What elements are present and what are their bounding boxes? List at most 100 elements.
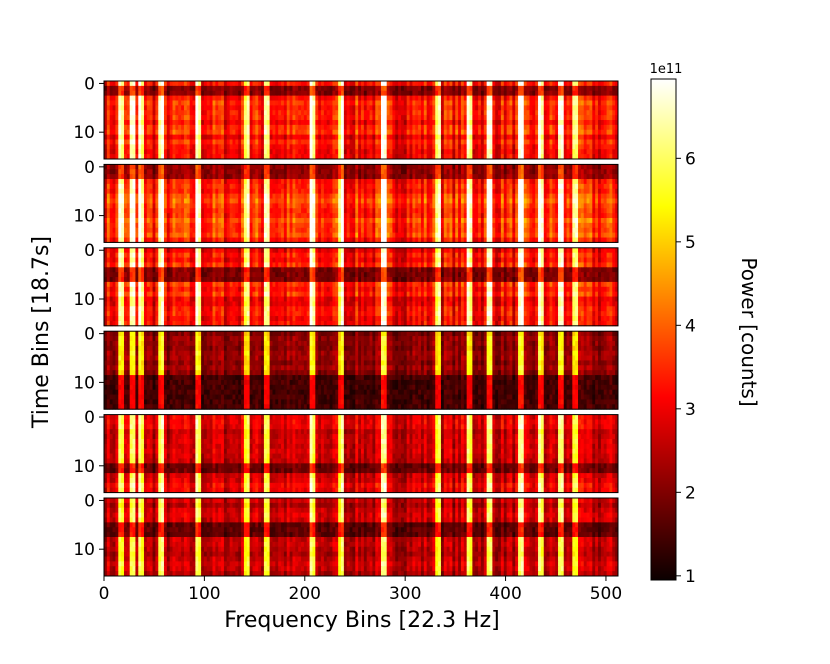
heatmap-cell bbox=[146, 85, 151, 92]
heatmap-cell bbox=[506, 129, 510, 136]
heatmap-cell bbox=[598, 90, 602, 97]
heatmap-cell bbox=[500, 115, 505, 121]
heatmap-cell bbox=[495, 100, 499, 106]
heatmap-cell bbox=[389, 203, 393, 209]
heatmap-cell bbox=[289, 203, 293, 209]
heatmap-cell bbox=[301, 218, 305, 224]
heatmap-cell bbox=[458, 110, 462, 116]
heatmap-cell bbox=[423, 100, 428, 106]
heatmap-cell bbox=[483, 110, 488, 116]
heatmap-cell bbox=[592, 164, 596, 170]
heatmap-cell bbox=[486, 179, 490, 185]
heatmap-cell bbox=[301, 183, 305, 190]
heatmap-cell bbox=[475, 203, 479, 209]
heatmap-cell bbox=[152, 174, 156, 180]
heatmap-cell bbox=[232, 129, 236, 136]
heatmap-cell bbox=[249, 90, 253, 97]
heatmap-cell bbox=[238, 179, 242, 185]
heatmap-cell bbox=[603, 203, 607, 209]
heatmap-cell bbox=[209, 81, 213, 87]
heatmap-cell bbox=[329, 124, 333, 131]
heatmap-cell bbox=[323, 90, 328, 97]
heatmap-cell bbox=[283, 149, 288, 155]
heatmap-cell bbox=[246, 208, 251, 214]
heatmap-cell bbox=[466, 95, 470, 101]
heatmap-cell bbox=[569, 120, 573, 126]
heatmap-cell bbox=[498, 81, 502, 87]
heatmap-cell bbox=[132, 154, 136, 160]
heatmap-cell bbox=[266, 169, 271, 175]
heatmap-cell bbox=[489, 154, 493, 160]
heatmap-cell bbox=[123, 85, 128, 92]
heatmap-cell bbox=[409, 120, 413, 126]
heatmap-cell bbox=[578, 188, 582, 195]
heatmap-cell bbox=[375, 105, 379, 111]
heatmap-cell bbox=[535, 139, 539, 145]
heatmap-cell bbox=[423, 124, 428, 131]
heatmap-cell bbox=[243, 154, 248, 160]
heatmap-cell bbox=[363, 139, 368, 145]
heatmap-cell bbox=[383, 81, 388, 87]
heatmap-cell bbox=[178, 208, 182, 214]
heatmap-cell bbox=[198, 115, 202, 121]
heatmap-cell bbox=[595, 120, 599, 126]
heatmap-cell bbox=[192, 149, 196, 155]
heatmap-cell bbox=[378, 164, 382, 170]
heatmap-cell bbox=[572, 169, 576, 175]
heatmap-cell bbox=[398, 174, 402, 180]
heatmap-cell bbox=[506, 164, 510, 170]
heatmap-cell bbox=[409, 110, 413, 116]
heatmap-cell bbox=[178, 188, 182, 195]
heatmap-cell bbox=[615, 110, 619, 116]
heatmap-cell bbox=[509, 139, 513, 145]
heatmap-cell bbox=[178, 90, 182, 97]
heatmap-cell bbox=[532, 193, 536, 199]
heatmap-cell bbox=[403, 110, 408, 116]
heatmap-cell bbox=[309, 81, 313, 87]
heatmap-cell bbox=[566, 115, 570, 121]
heatmap-cell bbox=[503, 139, 508, 145]
heatmap-cell bbox=[132, 81, 136, 87]
heatmap-cell bbox=[209, 129, 213, 136]
heatmap-cell bbox=[492, 193, 496, 199]
heatmap-cell bbox=[578, 124, 582, 131]
heatmap-cell bbox=[198, 188, 202, 195]
heatmap-cell bbox=[223, 115, 228, 121]
heatmap-cell bbox=[583, 85, 587, 92]
heatmap-cell bbox=[243, 193, 248, 199]
heatmap-cell bbox=[281, 115, 285, 121]
heatmap-cell bbox=[403, 218, 408, 224]
heatmap-cell bbox=[175, 139, 179, 145]
heatmap-cell bbox=[152, 120, 156, 126]
heatmap-cell bbox=[540, 120, 545, 126]
heatmap-cell bbox=[598, 203, 602, 209]
heatmap-cell bbox=[549, 134, 553, 140]
heatmap-cell bbox=[395, 208, 399, 214]
heatmap-cell bbox=[312, 129, 316, 136]
heatmap-cell bbox=[183, 154, 188, 160]
heatmap-cell bbox=[332, 95, 336, 101]
heatmap-cell bbox=[572, 110, 576, 116]
heatmap-cell bbox=[406, 164, 410, 170]
heatmap-cell bbox=[580, 208, 585, 214]
heatmap-cell bbox=[135, 169, 139, 175]
heatmap-cell bbox=[426, 198, 430, 204]
heatmap-cell bbox=[469, 208, 473, 214]
heatmap-cell bbox=[518, 149, 522, 155]
heatmap-cell bbox=[412, 169, 416, 175]
heatmap-cell bbox=[406, 183, 410, 190]
heatmap-cell bbox=[183, 115, 188, 121]
heatmap-cell bbox=[466, 144, 470, 150]
heatmap-cell bbox=[503, 179, 508, 185]
heatmap-cell bbox=[423, 95, 428, 101]
heatmap-cell bbox=[201, 188, 205, 195]
heatmap-cell bbox=[195, 110, 199, 116]
heatmap-cell bbox=[566, 139, 570, 145]
heatmap-cell bbox=[400, 198, 405, 204]
heatmap-cell bbox=[223, 198, 228, 204]
heatmap-cell bbox=[195, 179, 199, 185]
heatmap-cell bbox=[483, 115, 488, 121]
heatmap-cell bbox=[266, 213, 271, 219]
heatmap-cell bbox=[149, 154, 153, 160]
heatmap-cell bbox=[443, 134, 448, 140]
